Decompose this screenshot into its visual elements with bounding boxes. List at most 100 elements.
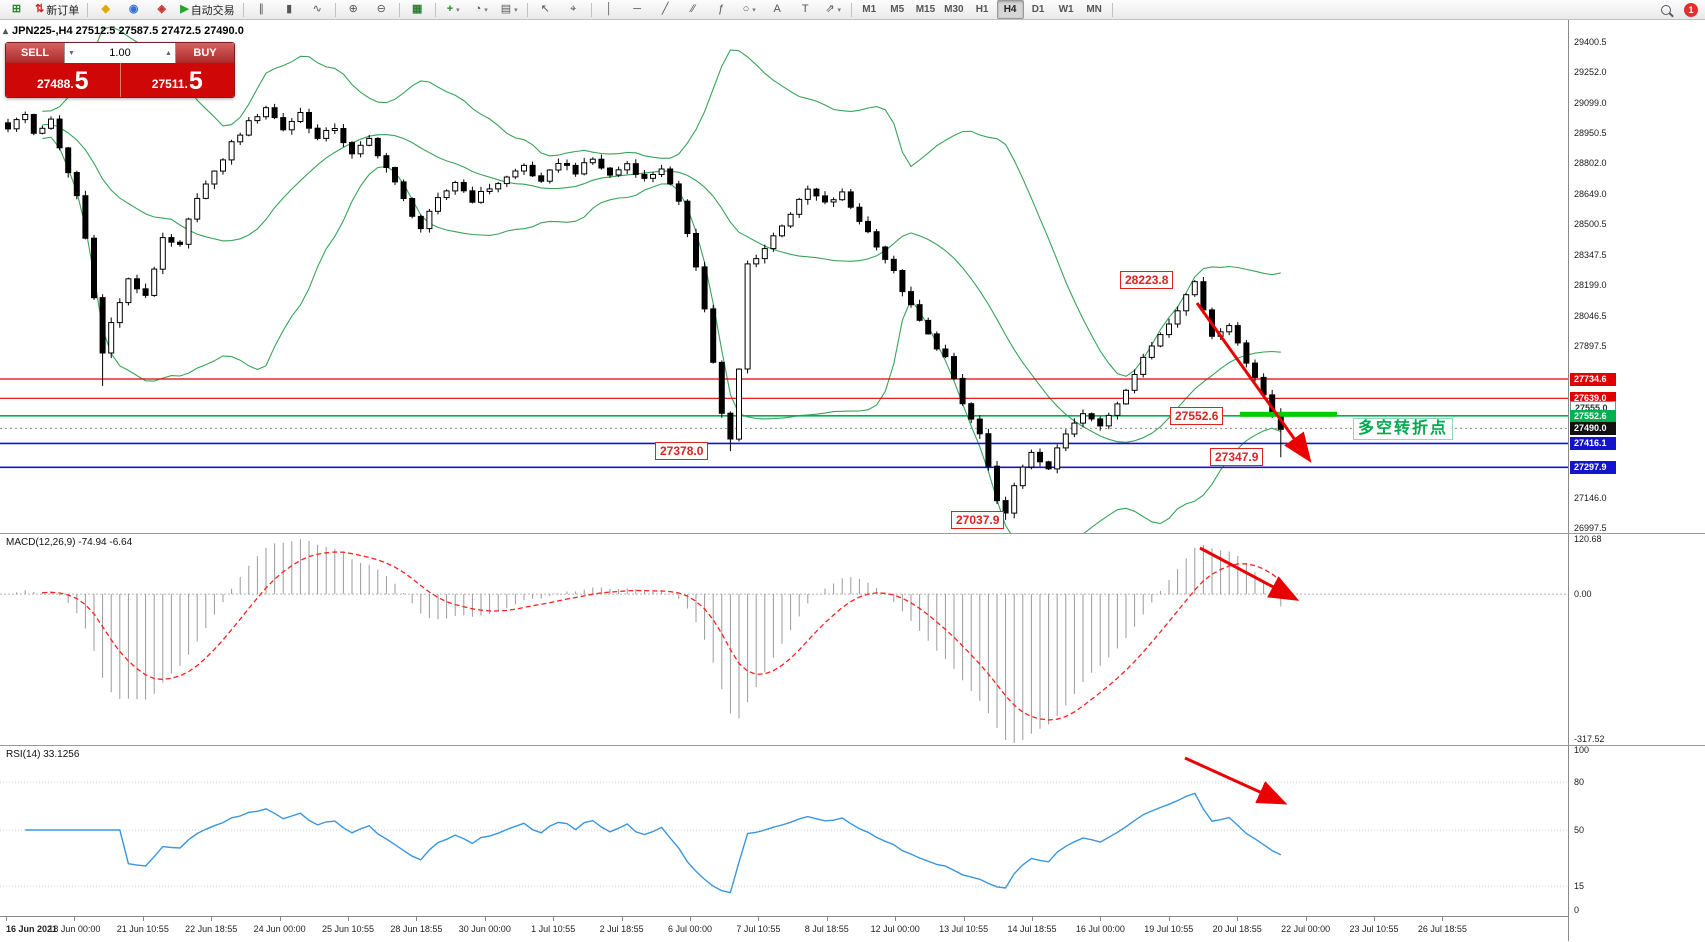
volume-control[interactable]: ▼ 1.00 ▲ (64, 43, 176, 63)
toolbar-separator (590, 2, 592, 17)
timeframe-h1-button[interactable]: H1 (975, 4, 989, 15)
mql5-community-button[interactable]: ◆ (92, 0, 119, 19)
time-axis-label: 1 Jul 10:55 (531, 924, 576, 934)
time-axis-label: 16 Jul 00:00 (1075, 924, 1125, 934)
new-chart-button[interactable]: ⊞ (3, 0, 30, 19)
trendline-button[interactable]: ╱ (652, 0, 679, 19)
panel-separator[interactable] (0, 745, 1705, 746)
sell-price[interactable]: 27488. 5 (6, 63, 121, 97)
timeframe-m5-button[interactable]: M5 (890, 4, 905, 15)
cursor-button[interactable]: ↖ (532, 0, 559, 19)
dropdown-caret-icon: ▾ (484, 6, 488, 14)
vertical-line-button[interactable]: │ (596, 0, 623, 19)
tile-windows-button[interactable]: ▦ (404, 0, 431, 19)
price-axis-label: 26997.5 (1574, 523, 1607, 533)
candlestick-chart-button[interactable]: ▮ (276, 0, 303, 19)
main-price-chart[interactable] (0, 20, 1568, 533)
price-axis[interactable]: 29400.5 29252.0 29099.0 28950.5 28802.0 28649… (1568, 20, 1705, 941)
timeframe-m1-button[interactable]: M1 (862, 4, 877, 15)
new-order-button[interactable]: ⇅ 新订单 (31, 0, 83, 19)
zoom-in-button[interactable]: ⊕ (340, 0, 367, 19)
news-icon: ◈ (157, 3, 166, 15)
profile-icon: ◉ (128, 3, 139, 15)
toolbar-separator (850, 2, 852, 17)
macd-axis-label: 120.68 (1574, 534, 1602, 544)
arrows-button[interactable]: ⇗ ▾ (820, 0, 847, 19)
volume-down-icon[interactable]: ▼ (68, 49, 75, 57)
channel-button[interactable]: ∕∕ (680, 0, 707, 19)
time-tick (74, 917, 76, 921)
macd-panel[interactable] (0, 534, 1568, 745)
price-axis-label: 29400.5 (1574, 37, 1607, 47)
horizontal-level-lines[interactable] (0, 378, 1568, 469)
time-axis-label: 16 Jun 2021 (6, 924, 58, 934)
text-button[interactable]: A (764, 0, 791, 19)
line-chart-button[interactable]: ∿ (304, 0, 331, 19)
profile-button[interactable]: ◉ (120, 0, 147, 19)
price-annotation[interactable]: 27347.9 (1210, 448, 1264, 467)
zoom-out-icon: ⊖ (376, 3, 386, 15)
time-tick (553, 917, 555, 921)
buy-button[interactable]: BUY (176, 43, 234, 63)
support-segment[interactable] (1240, 411, 1337, 417)
shapes-button[interactable]: ○ ▾ (736, 0, 763, 19)
news-button[interactable]: ◈ (148, 0, 175, 19)
buy-price[interactable]: 27511. 5 (151, 67, 203, 95)
timeframe-d1-button[interactable]: D1 (1031, 4, 1045, 15)
macd-histogram (16, 539, 1282, 743)
time-axis[interactable]: 16 Jun 2021 18 Jun 00:00 21 Jun 10:55 22 Ju… (0, 916, 1568, 942)
panel-separator[interactable] (0, 533, 1705, 534)
horizontal-line-icon: ─ (633, 3, 642, 15)
label-button[interactable]: T (792, 0, 819, 19)
autotrade-button[interactable]: ▶ 自动交易 (176, 0, 238, 19)
time-axis-label: 14 Jul 18:55 (1007, 924, 1057, 934)
indicators-button[interactable]: + ▾ (440, 0, 467, 19)
timeframe-w1-button[interactable]: W1 (1058, 4, 1074, 15)
timeframe-m15-button[interactable]: M15 (915, 4, 936, 15)
zoom-out-button[interactable]: ⊖ (368, 0, 395, 19)
volume-up-icon[interactable]: ▲ (165, 49, 172, 57)
price-annotation[interactable]: 27552.6 (1170, 406, 1224, 425)
price-axis-label: 28199.0 (1574, 280, 1607, 290)
chart-objects-overlay: 28223.8 27552.6 27378.0 27347.9 27037.9 多空转折点 (0, 20, 1705, 941)
indicators-icon: + (446, 3, 454, 15)
time-axis-label: 2 Jul 18:55 (599, 924, 644, 934)
time-tick (1374, 917, 1375, 921)
price-annotation[interactable]: 27378.0 (655, 442, 709, 461)
trend-arrow[interactable] (1199, 546, 1300, 601)
trend-arrow[interactable] (1195, 302, 1312, 463)
time-tick (895, 917, 897, 921)
timeframe-mn-button[interactable]: MN (1086, 4, 1102, 15)
price-annotation[interactable]: 28223.8 (1120, 271, 1174, 289)
toolbar-separator (334, 2, 336, 17)
horizontal-line-button[interactable]: ─ (624, 0, 651, 19)
crosshair-button[interactable]: ⌖ (560, 0, 587, 19)
template-button[interactable]: ▤ ▾ (496, 0, 523, 19)
fibonacci-button[interactable]: ƒ (708, 0, 735, 19)
notification-badge[interactable]: 1 (1684, 2, 1698, 17)
turning-point-annotation[interactable]: 多空转折点 (1353, 418, 1454, 441)
search-icon (1660, 4, 1671, 15)
dropdown-caret-icon: ▾ (752, 6, 756, 14)
time-axis-label: 18 Jun 00:00 (48, 924, 101, 934)
time-tick (1032, 917, 1033, 921)
trend-arrow[interactable] (1184, 756, 1288, 805)
time-axis-label: 21 Jun 10:55 (116, 924, 169, 934)
periods-icon: ◔ (474, 3, 482, 15)
time-axis-label: 19 Jul 10:55 (1144, 924, 1194, 934)
ohlc-info-line: ▴ JPN225-,H4 27512.5 27587.5 27472.5 274… (3, 25, 244, 37)
timeframe-h4-button[interactable]: H4 (996, 0, 1024, 19)
line-chart-icon: ∿ (312, 3, 322, 15)
search-button[interactable] (1652, 0, 1679, 19)
price-annotation[interactable]: 27037.9 (951, 510, 1005, 529)
timeframe-m30-button[interactable]: M30 (944, 4, 964, 15)
rsi-label: RSI(14) 33.1256 (6, 749, 80, 760)
dropdown-caret-icon: ▾ (837, 6, 842, 14)
time-tick (758, 917, 760, 921)
sell-button[interactable]: SELL (6, 43, 64, 63)
rsi-panel[interactable] (0, 746, 1568, 915)
periods-button[interactable]: ◔ ▾ (468, 0, 495, 19)
bars-chart-button[interactable]: ∥ (248, 0, 275, 19)
time-tick (1100, 917, 1102, 921)
volume-value[interactable]: 1.00 (109, 47, 131, 59)
